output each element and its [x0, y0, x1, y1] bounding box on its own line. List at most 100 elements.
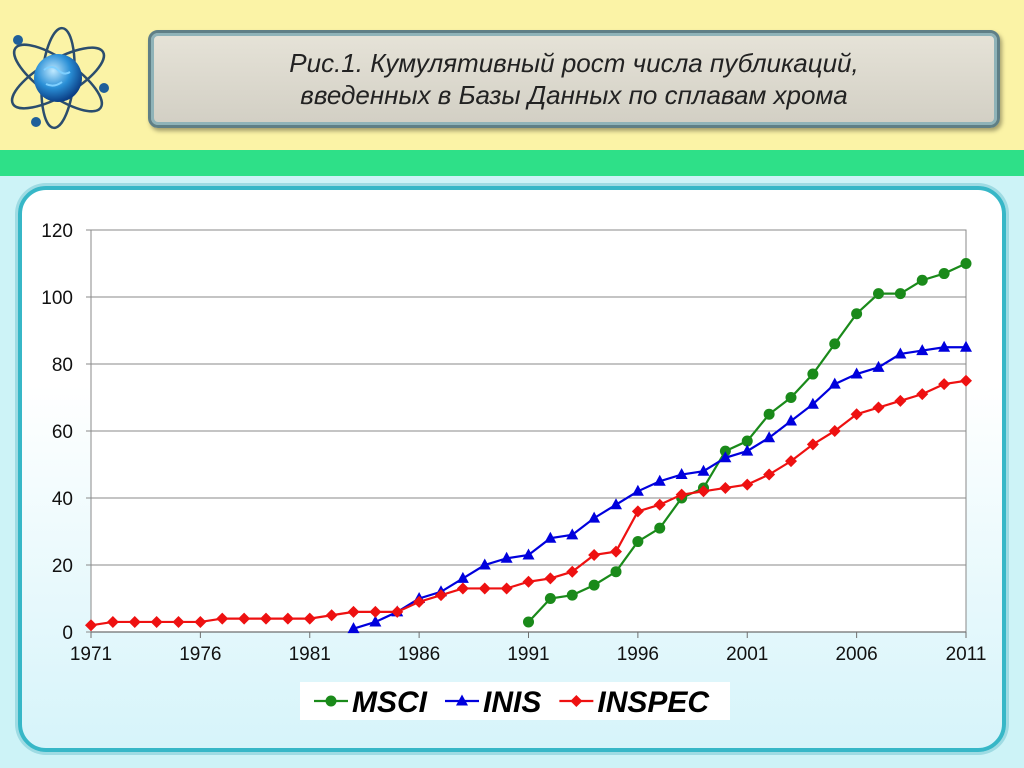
data-point-inis [916, 344, 929, 356]
data-point-inspec [238, 612, 251, 625]
data-point-inis [697, 464, 710, 476]
data-point-inspec [85, 619, 97, 632]
data-point-inspec [894, 394, 907, 407]
data-point-inspec [828, 425, 841, 437]
data-point-msci [894, 288, 906, 300]
data-point-inspec [566, 565, 579, 578]
x-tick-label: 2001 [726, 644, 768, 665]
data-point-inspec [478, 582, 491, 595]
y-tick-label: 80 [52, 355, 73, 376]
data-point-inspec [172, 615, 185, 628]
data-point-inspec [653, 498, 666, 511]
x-tick-label: 1991 [507, 644, 549, 665]
series-msci [523, 258, 972, 628]
data-point-inis [938, 340, 951, 352]
data-point-inspec [938, 378, 951, 391]
legend-label-msci: MSCI [352, 686, 428, 719]
data-point-msci [566, 589, 578, 601]
data-point-inspec [741, 478, 754, 491]
data-point-inspec [916, 388, 929, 401]
data-point-inspec [872, 401, 885, 414]
data-point-inis [456, 571, 469, 583]
data-point-inspec [522, 575, 535, 588]
data-point-inspec [347, 605, 360, 618]
x-tick-label: 1981 [289, 644, 331, 665]
legend-label-inis: INIS [483, 686, 541, 719]
data-point-inis [872, 360, 885, 372]
data-point-inis [960, 340, 972, 352]
data-point-inis [785, 414, 797, 426]
page-title-line-1: Рис.1. Кумулятивный рост числа публикаци… [289, 48, 859, 78]
data-point-inspec [588, 548, 601, 561]
data-point-inis [828, 377, 841, 389]
data-point-inspec [303, 612, 316, 625]
data-point-msci [741, 435, 753, 447]
data-point-msci [960, 258, 972, 269]
x-tick-label: 1996 [617, 644, 659, 665]
y-tick-label: 40 [52, 489, 73, 510]
chart-legend: MSCI INIS INSPEC [300, 682, 730, 720]
data-point-inspec [675, 488, 688, 501]
data-point-msci [610, 566, 622, 578]
data-point-inspec [763, 468, 776, 481]
series-inspec [85, 374, 972, 632]
title-box: Рис.1. Кумулятивный рост числа публикаци… [148, 30, 1000, 128]
data-point-inspec [128, 615, 141, 628]
data-point-inis [631, 484, 644, 496]
data-point-inspec [806, 438, 819, 451]
data-point-msci [588, 579, 600, 591]
legend-marker-inspec [570, 695, 583, 707]
y-tick-label: 100 [41, 288, 73, 309]
data-point-msci [851, 308, 863, 320]
legend-entry-inspec: INSPEC [559, 686, 710, 719]
x-tick-label: 2011 [946, 644, 987, 665]
data-point-inspec [631, 505, 644, 518]
data-point-inis [719, 451, 732, 463]
data-point-inspec [150, 615, 163, 628]
data-point-inspec [697, 485, 710, 498]
data-point-inis [894, 347, 907, 359]
data-point-inis [544, 531, 557, 543]
data-point-inis [566, 528, 579, 540]
legend-marker-inis [456, 694, 468, 706]
data-point-msci [632, 536, 644, 548]
data-point-msci [807, 368, 819, 380]
data-point-inspec [216, 612, 229, 625]
y-tick-label: 120 [41, 221, 73, 242]
data-point-inspec [719, 481, 732, 494]
data-point-msci [654, 522, 666, 534]
data-point-msci [763, 408, 775, 420]
green-band [0, 150, 1024, 176]
data-point-msci [938, 268, 950, 280]
legend-marker-msci [325, 695, 337, 707]
y-tick-label: 20 [52, 556, 73, 577]
data-point-inspec [544, 572, 557, 585]
data-point-inis [610, 498, 622, 510]
data-point-inspec [369, 605, 382, 618]
legend-label-inspec: INSPEC [597, 686, 710, 719]
data-point-msci [785, 392, 797, 403]
data-point-inis [806, 397, 819, 409]
data-point-inspec [281, 612, 294, 625]
x-tick-label: 1986 [398, 644, 440, 665]
y-tick-label: 0 [62, 623, 73, 644]
data-point-inis [763, 431, 776, 443]
data-point-inspec [850, 408, 863, 421]
data-point-inis [675, 468, 688, 480]
data-point-inis [653, 474, 666, 486]
legend-entry-inis: INIS [445, 686, 541, 719]
data-point-inspec [260, 612, 272, 625]
data-point-msci [829, 338, 841, 350]
data-point-inspec [785, 455, 797, 468]
data-point-inspec [456, 582, 469, 595]
data-point-inis [369, 615, 382, 627]
data-point-inis [522, 548, 535, 560]
x-tick-label: 2006 [835, 644, 877, 665]
data-point-msci [873, 288, 884, 300]
data-point-inspec [435, 589, 447, 602]
page-title-line-2: введенных в Базы Данных по сплавам хрома [300, 80, 848, 110]
data-point-msci [719, 445, 731, 457]
data-point-msci [544, 593, 556, 604]
data-point-inspec [325, 609, 338, 622]
